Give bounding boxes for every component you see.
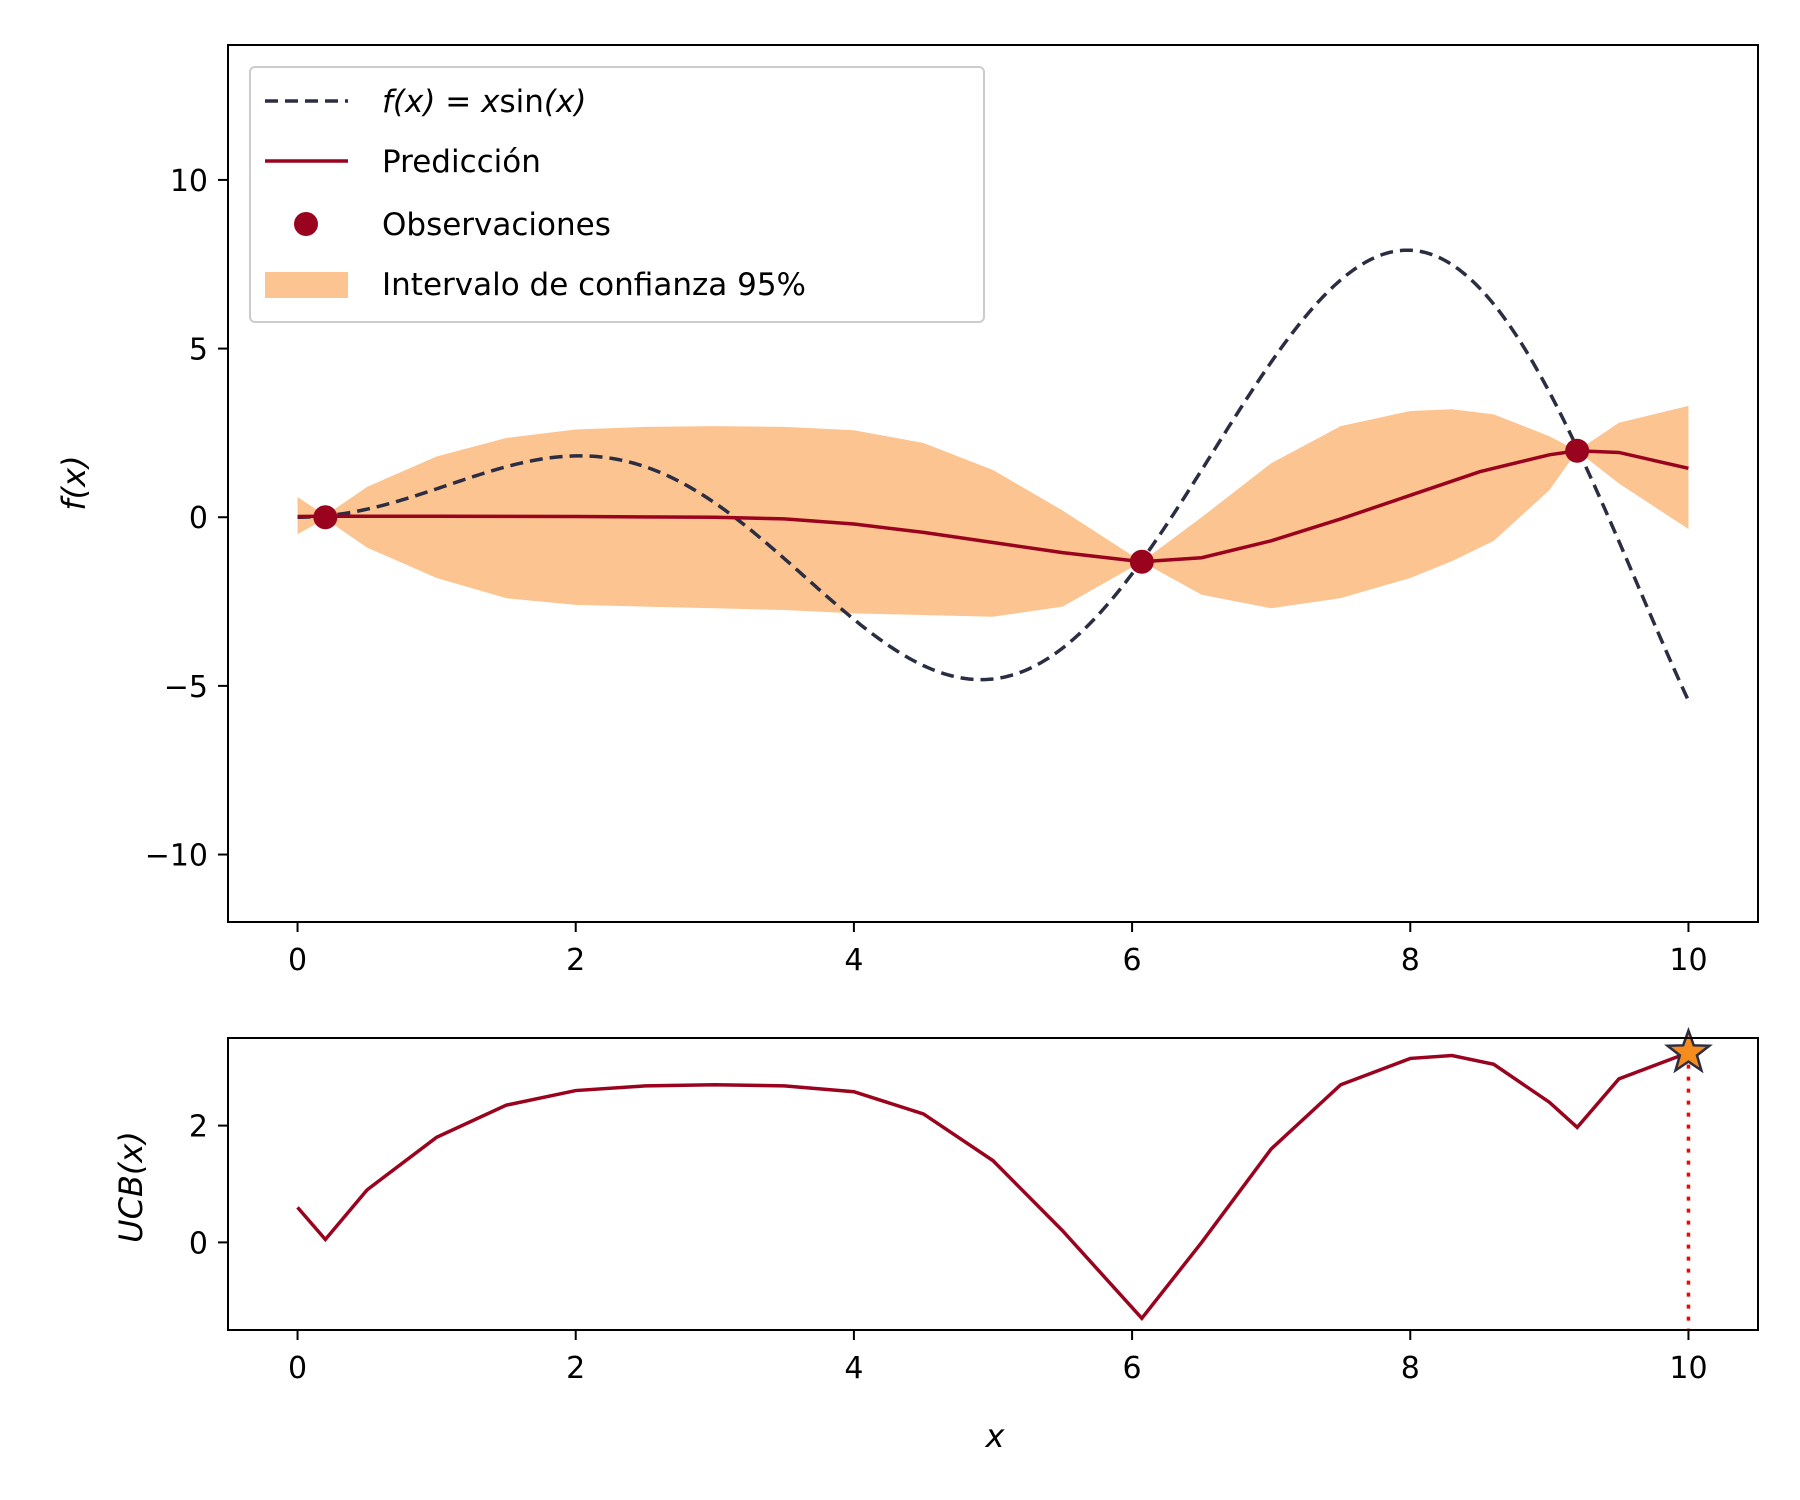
- top-y-axis-title: f(x): [55, 455, 93, 510]
- legend-frame: [249, 66, 985, 323]
- observation-point: [313, 505, 338, 530]
- bottom-x-axis-title: x: [985, 1417, 1006, 1455]
- bottom-plot-frame: [227, 1037, 1759, 1331]
- top-y-ticks: −10 −5 0 5 10: [145, 164, 228, 874]
- bottom-y-tick-label: 2: [189, 1110, 208, 1145]
- legend-swatch-interval: [265, 272, 348, 298]
- top-x-ticks: 0 2 4 6 8 10: [288, 922, 1708, 978]
- legend-swatch-observations: [294, 212, 318, 236]
- top-x-tick-label: 2: [566, 943, 585, 978]
- ucb-max-star-marker: [1664, 1026, 1713, 1074]
- bottom-y-ticks: 02: [189, 1110, 228, 1261]
- observation-points: [313, 438, 1590, 574]
- top-x-tick-label: 4: [844, 943, 863, 978]
- bottom-y-tick-label: 0: [189, 1226, 208, 1261]
- confidence-band: [297, 405, 1689, 617]
- legend-label-function: f(x) = xsin(x): [382, 84, 586, 120]
- top-y-tick-label: −5: [164, 670, 208, 705]
- top-y-tick-label: 5: [189, 333, 208, 368]
- top-x-tick-label: 10: [1669, 943, 1707, 978]
- bottom-x-tick-label: 8: [1401, 1351, 1420, 1386]
- true-function-line: [297, 248, 1691, 702]
- legend: f(x) = xsin(x) Predicción Observaciones …: [249, 66, 985, 323]
- bottom-x-tick-label: 2: [566, 1351, 585, 1386]
- top-y-tick-label: 0: [189, 501, 208, 536]
- bottom-x-tick-label: 4: [844, 1351, 863, 1386]
- bottom-x-ticks: 0 2 4 6 8 10: [288, 1330, 1708, 1386]
- top-panel: 0 2 4 6 8 10 −10 −5 0 5 10 f(x) f(x) = xsin(x) Pr…: [55, 44, 1759, 978]
- bottom-panel: 0 2 4 6 8 10 02 x UCB(x): [112, 1026, 1759, 1455]
- legend-label-interval: Intervalo de confianza 95%: [382, 267, 806, 303]
- observation-point: [1129, 549, 1154, 574]
- prediction-line: [297, 449, 1689, 564]
- legend-label-prediction: Predicción: [382, 144, 541, 180]
- ucb-line: [296, 1050, 1690, 1322]
- legend-label-observations: Observaciones: [382, 207, 611, 243]
- bottom-y-axis-title: UCB(x): [112, 1131, 150, 1243]
- bottom-x-tick-label: 6: [1123, 1351, 1142, 1386]
- top-y-tick-label: 10: [170, 164, 208, 199]
- top-x-tick-label: 6: [1123, 943, 1142, 978]
- top-x-tick-label: 0: [288, 943, 307, 978]
- top-x-tick-label: 8: [1401, 943, 1420, 978]
- bottom-x-tick-label: 10: [1669, 1351, 1707, 1386]
- observation-point: [1565, 438, 1590, 463]
- top-plot-frame: [227, 44, 1759, 923]
- top-y-tick-label: −10: [145, 839, 208, 874]
- bottom-x-tick-label: 0: [288, 1351, 307, 1386]
